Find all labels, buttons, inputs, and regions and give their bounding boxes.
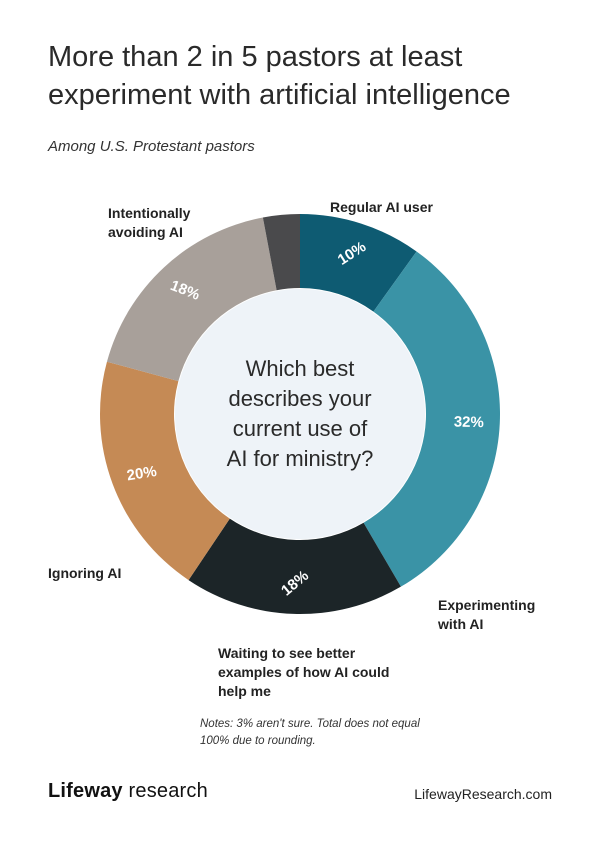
donut-center bbox=[175, 289, 425, 539]
slice-regular-ai-user bbox=[300, 214, 417, 312]
slice-ignoring-ai bbox=[100, 361, 230, 581]
chart-title: More than 2 in 5 pastors at least experi… bbox=[48, 41, 511, 111]
slice-value-ignoring-ai: 20% bbox=[126, 463, 158, 485]
slice-value-experimenting-with-ai: 32% bbox=[454, 414, 484, 432]
chart-note: Notes: 3% aren't sure. Total does not eq… bbox=[200, 718, 420, 747]
center-question: Which best describes your current use of AI… bbox=[227, 356, 374, 471]
lifeway-research-logo: Lifeway research bbox=[48, 780, 208, 802]
slice-not-sure bbox=[262, 214, 300, 291]
chart-subtitle: Among U.S. Protestant pastors bbox=[48, 138, 255, 155]
slice-label-ignoring-ai: Ignoring AI bbox=[48, 565, 121, 581]
slice-experimenting-with-ai bbox=[363, 251, 500, 587]
slice-intentionally-avoiding-ai bbox=[106, 217, 277, 382]
slice-label-waiting-to-see-better-examples-of-how-ai-could-help-me: Waiting to see better examples of how AI … bbox=[218, 645, 389, 699]
slice-waiting-to-see-better-examples-of-how-ai-could-help-me bbox=[188, 518, 401, 614]
slice-label-intentionally-avoiding-ai: Intentionally avoiding AI bbox=[108, 205, 191, 240]
slice-label-regular-ai-user: Regular AI user bbox=[330, 199, 434, 215]
website-url: LifewayResearch.com bbox=[414, 786, 552, 802]
slice-label-experimenting-with-ai: Experimenting with AI bbox=[437, 597, 535, 632]
